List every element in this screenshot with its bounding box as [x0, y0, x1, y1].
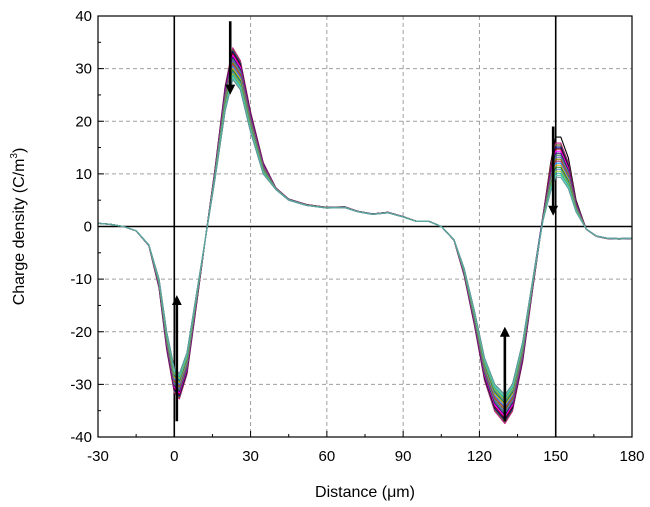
x-tick-label: 180 — [619, 448, 644, 465]
y-tick-labels: -40 -30 -20 -10 0 10 20 30 40 — [70, 8, 92, 446]
y-axis-title-close: ) — [11, 148, 28, 153]
y-tick-label: -20 — [70, 324, 92, 341]
y-tick-label: -10 — [70, 271, 92, 288]
x-tick-label: -30 — [87, 448, 109, 465]
x-tick-label: 30 — [242, 448, 259, 465]
y-tick-label: -30 — [70, 376, 92, 393]
y-tick-label: 40 — [75, 8, 92, 25]
y-axis-title: Charge density (C/m3) — [9, 148, 28, 306]
series-line — [97, 78, 633, 396]
x-tick-labels: -30 0 30 60 90 120 150 180 — [87, 448, 644, 465]
x-tick-label: 90 — [395, 448, 412, 465]
y-tick-label: 20 — [75, 113, 92, 130]
x-tick-label: 120 — [467, 448, 492, 465]
y-axis-title-main: Charge density (C/m — [11, 159, 28, 306]
axis-ticks — [97, 15, 633, 438]
y-tick-label: -40 — [70, 429, 92, 446]
x-tick-label: 0 — [170, 448, 178, 465]
y-axis-title-superscript: 3 — [9, 153, 20, 159]
y-tick-label: 30 — [75, 61, 92, 78]
x-tick-label: 60 — [319, 448, 336, 465]
trend-arrows — [171, 21, 559, 422]
y-tick-label: 10 — [75, 166, 92, 183]
x-tick-label: 150 — [543, 448, 568, 465]
data-series — [97, 47, 633, 425]
x-axis-title: Distance (μm) — [315, 484, 415, 501]
y-tick-label: 0 — [84, 219, 92, 236]
